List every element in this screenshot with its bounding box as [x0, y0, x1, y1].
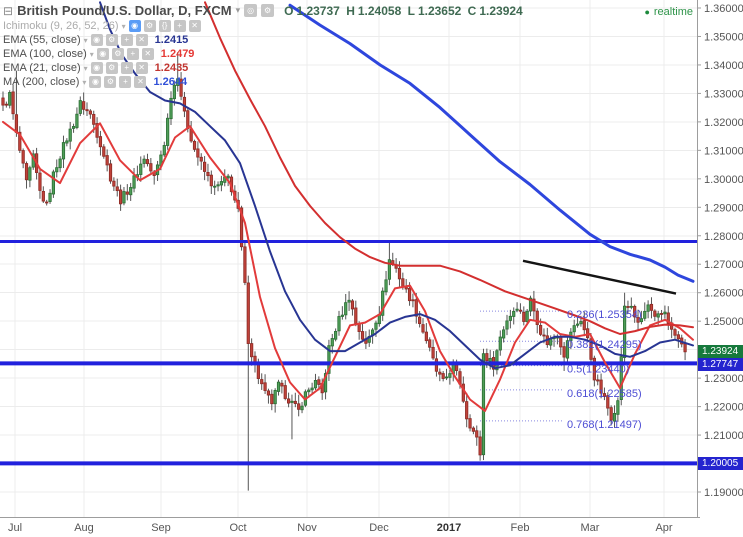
svg-text:1.21000: 1.21000 [704, 430, 743, 442]
chevron-down-icon[interactable]: ▾ [89, 49, 94, 59]
chevron-down-icon[interactable]: ▾ [82, 77, 87, 87]
close-icon[interactable]: ✕ [188, 20, 201, 32]
source-code-icon[interactable]: {} [158, 20, 171, 32]
svg-text:Jul: Jul [8, 522, 22, 534]
close-icon[interactable]: ✕ [135, 34, 148, 46]
eye-icon[interactable]: ◉ [89, 76, 102, 88]
indicator-label[interactable]: MA (200, close) [3, 76, 80, 88]
svg-text:Dec: Dec [369, 522, 389, 534]
indicator-value: 1.2479 [160, 48, 195, 60]
svg-text:1.25000: 1.25000 [704, 316, 743, 328]
svg-text:Apr: Apr [655, 522, 672, 534]
plus-icon[interactable]: + [126, 48, 139, 60]
gear-icon[interactable]: ⚙ [105, 62, 118, 74]
eye-icon[interactable]: ◉ [128, 20, 141, 32]
indicator-row-ema55: EMA (55, close) ▾ ◉ ⚙ + ✕ 1.2415 [3, 33, 526, 47]
svg-text:1.23000: 1.23000 [704, 373, 743, 385]
chart-legend: ⊟ British Pound/U.S. Dollar, D, FXCM ▾ ◎… [3, 2, 526, 89]
close-icon[interactable]: ✕ [134, 76, 147, 88]
line-price-badge: 1.20005 [698, 456, 743, 470]
svg-text:1.30000: 1.30000 [704, 174, 743, 186]
svg-text:0.768(1.21497): 0.768(1.21497) [567, 419, 642, 431]
ohlc-readout: O 1.23737 H 1.24058 L 1.23652 C 1.23924 [284, 4, 526, 18]
gear-icon[interactable]: ⚙ [111, 48, 124, 60]
eye-icon[interactable]: ◉ [90, 62, 103, 74]
eye-icon[interactable]: ◎ [244, 4, 258, 17]
gear-icon[interactable]: ⚙ [261, 4, 275, 17]
chevron-down-icon[interactable]: ▾ [235, 5, 241, 15]
svg-text:2017: 2017 [437, 522, 461, 534]
realtime-dot-icon: ● [644, 6, 650, 17]
eye-icon[interactable]: ◉ [90, 34, 103, 46]
last-price-badge: 1.23924 [698, 345, 743, 359]
indicator-row-ema100: EMA (100, close) ▾ ◉ ⚙ + ✕ 1.2479 [3, 47, 526, 61]
close-label: C [467, 3, 477, 18]
svg-text:1.22000: 1.22000 [704, 402, 743, 414]
eye-icon[interactable]: ◉ [96, 48, 109, 60]
open-label: O [284, 3, 294, 18]
indicator-value: 1.2644 [153, 76, 188, 88]
realtime-label: realtime [653, 6, 693, 18]
indicator-value: 1.2415 [154, 34, 189, 46]
svg-text:1.33000: 1.33000 [704, 88, 743, 100]
svg-text:1.27000: 1.27000 [704, 259, 743, 271]
indicator-value: 1.2435 [154, 62, 189, 74]
svg-text:1.29000: 1.29000 [704, 202, 743, 214]
svg-text:Feb: Feb [511, 522, 530, 534]
line-price-badge: 1.27747 [698, 357, 743, 371]
svg-text:1.19000: 1.19000 [704, 487, 743, 499]
low-label: L [407, 3, 415, 18]
svg-text:0.382(1.24295): 0.382(1.24295) [567, 339, 642, 351]
svg-text:Nov: Nov [297, 522, 317, 534]
gear-icon[interactable]: ⚙ [104, 76, 117, 88]
indicator-row-ichimoku: Ichimoku (9, 26, 52, 26) ▾ ◉ ⚙ {} + ✕ [3, 19, 526, 33]
collapse-legend-icon[interactable]: ⊟ [3, 3, 14, 18]
svg-text:Mar: Mar [581, 522, 600, 534]
indicator-label[interactable]: Ichimoku (9, 26, 52, 26) [3, 20, 119, 32]
indicator-row-ema21: EMA (21, close) ▾ ◉ ⚙ + ✕ 1.2435 [3, 61, 526, 75]
plus-icon[interactable]: + [120, 62, 133, 74]
svg-text:1.36000: 1.36000 [704, 3, 743, 15]
low-value: 1.23652 [417, 3, 462, 18]
plus-icon[interactable]: + [173, 20, 186, 32]
svg-text:0.618(1.22585): 0.618(1.22585) [567, 388, 642, 400]
symbol-title-row: ⊟ British Pound/U.S. Dollar, D, FXCM ▾ ◎… [3, 2, 526, 19]
close-value: 1.23924 [479, 3, 523, 18]
svg-text:0.5(1.23440): 0.5(1.23440) [567, 364, 629, 376]
svg-text:Oct: Oct [229, 522, 246, 534]
high-label: H [346, 3, 355, 18]
close-icon[interactable]: ✕ [135, 62, 148, 74]
indicator-label[interactable]: EMA (55, close) [3, 34, 81, 46]
svg-text:1.31000: 1.31000 [704, 145, 743, 157]
indicator-row-ma200: MA (200, close) ▾ ◉ ⚙ + ✕ 1.2644 [3, 75, 526, 89]
realtime-status: ● realtime [644, 6, 693, 18]
high-value: 1.24058 [357, 3, 402, 18]
indicator-label[interactable]: EMA (100, close) [3, 48, 87, 60]
chevron-down-icon[interactable]: ▾ [121, 21, 126, 31]
indicator-label[interactable]: EMA (21, close) [3, 62, 81, 74]
chevron-down-icon[interactable]: ▾ [83, 63, 88, 73]
svg-text:1.28000: 1.28000 [704, 231, 743, 243]
plus-icon[interactable]: + [120, 34, 133, 46]
close-icon[interactable]: ✕ [141, 48, 154, 60]
svg-text:Aug: Aug [74, 522, 94, 534]
plus-icon[interactable]: + [119, 76, 132, 88]
open-value: 1.23737 [296, 3, 340, 18]
gear-icon[interactable]: ⚙ [105, 34, 118, 46]
gear-icon[interactable]: ⚙ [143, 20, 156, 32]
svg-text:1.34000: 1.34000 [704, 60, 743, 72]
symbol-title[interactable]: British Pound/U.S. Dollar, D, FXCM [17, 3, 232, 18]
svg-text:1.32000: 1.32000 [704, 117, 743, 129]
svg-text:1.35000: 1.35000 [704, 31, 743, 43]
chevron-down-icon[interactable]: ▾ [83, 35, 88, 45]
svg-text:1.26000: 1.26000 [704, 288, 743, 300]
svg-text:0.236(1.25354): 0.236(1.25354) [567, 309, 642, 321]
svg-text:Sep: Sep [151, 522, 171, 534]
